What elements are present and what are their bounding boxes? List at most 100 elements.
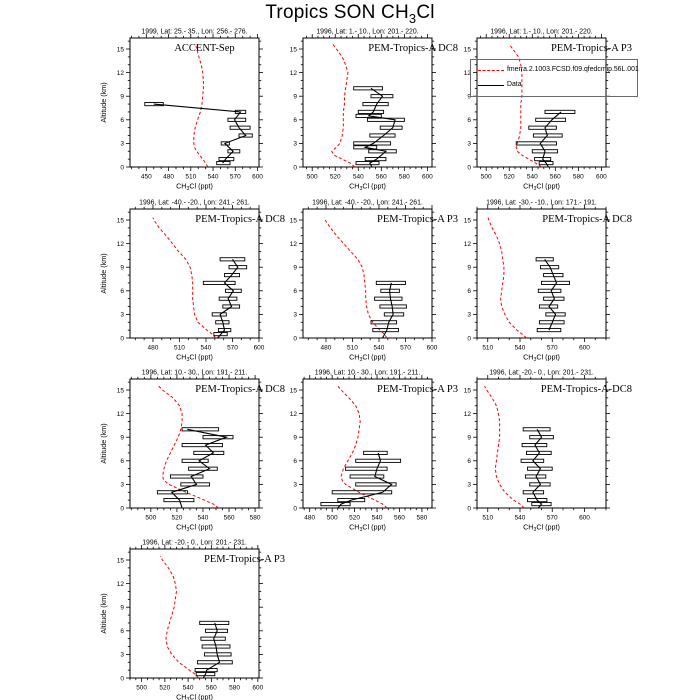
y-axis-label: Altitude (km) [99,253,108,293]
campaign-label: PEM-Tropics-A DC8 [195,384,285,395]
x-tick-label: 560 [206,685,217,692]
page-title-prefix: Tropics SON CH [265,2,409,23]
subplot-7: 500 520 540 560 580 0 3 6 9 12 15 1996, Lat: 10.- 3… [99,370,285,534]
campaign-label: PEM-Tropics-A DC8 [195,214,285,225]
y-tick-label: 9 [120,265,124,272]
y-tick-label: 12 [464,241,472,248]
x-tick-label: 600 [254,345,265,352]
error-bar [357,109,385,114]
subplot-4: 480 510 540 570 600 0 3 6 9 12 15 1996, Lat: -40.- … [99,200,285,364]
error-bar [199,620,230,625]
legend-item-data: Data [478,80,637,89]
error-bar [337,498,366,503]
error-bar [520,458,545,463]
error-bar [219,257,246,262]
subplot-3: 500 520 540 560 580 600 0 3 6 9 12 15 1996, Lat: 1.-… [464,29,632,193]
y-tick-label: 12 [464,411,472,418]
y-tick-label: 15 [290,46,298,53]
x-tick-label: 560 [224,515,235,522]
x-tick-label: 520 [159,685,170,692]
x-tick-label: 540 [201,345,212,352]
y-tick-label: 6 [120,628,124,635]
campaign-label: PEM-Tropics-A DC8 [368,43,458,54]
data-curve [363,87,396,168]
error-bar [515,141,557,146]
plot-frame [302,208,433,339]
error-bar [238,133,253,138]
panel-title: 1996, Lat: -20.- 0., Lon: 201.- 231. [142,540,247,547]
x-tick-label: 580 [229,685,240,692]
panel-title: 1996, Lat: -40.- -20., Lon: 241.- 261. [312,200,423,207]
y-tick-label: 15 [117,46,125,53]
x-tick-label: 480 [321,345,332,352]
x-axis-label: CH3Cl (ppt) [523,523,560,534]
error-bar [353,141,392,146]
error-bar [193,450,225,455]
legend-label-model: fmerra.2.1003.FCSD.f09.qfedcmip.56L.001 [507,66,639,74]
y-tick-label: 12 [290,241,298,248]
page-title-suffix: Cl [416,2,435,23]
panel-title: 1996, Lat: 10.- 30., Lon: 191.- 211. [142,370,248,377]
x-tick-label: 480 [163,174,174,181]
y-tick-label: 12 [464,70,472,77]
y-tick-label: 15 [464,217,472,224]
y-tick-label: 0 [120,335,124,342]
error-bar [522,427,551,432]
x-tick-label: 600 [579,515,590,522]
y-tick-label: 0 [120,164,124,171]
page-title-subscript: 3 [408,10,417,26]
plot-frame [129,548,260,679]
x-tick-label: 570 [230,174,241,181]
x-tick-label: 600 [252,685,263,692]
x-tick-label: 510 [347,345,358,352]
campaign-label: PEM-Tropics-A P3 [377,384,458,395]
error-bar [331,490,393,495]
y-tick-label: 6 [120,288,124,295]
y-tick-label: 12 [290,70,298,77]
x-tick-label: 500 [481,174,492,181]
model-curve [484,385,525,509]
y-tick-label: 6 [293,288,297,295]
x-tick-label: 580 [573,174,584,181]
error-bar [188,466,218,471]
data-curve [544,258,558,331]
data-curve [532,429,543,509]
y-tick-label: 9 [467,435,471,442]
y-tick-label: 3 [293,482,297,489]
y-tick-label: 6 [467,458,471,465]
error-bar [218,296,238,301]
x-tick-label: 500 [307,174,318,181]
panel-title: 1996, Lat: 1.- 10., Lon: 201.- 220. [490,29,592,36]
plot-frame [476,208,607,339]
error-bar [156,490,188,495]
legend-item-model: fmerra.2.1003.FCSD.f09.qfedcmip.56L.001 [478,66,639,74]
y-tick-label: 6 [120,458,124,465]
x-tick-label: 510 [185,174,196,181]
error-bar [349,474,385,479]
error-bar [363,450,388,455]
y-tick-label: 3 [120,482,124,489]
y-tick-label: 15 [290,217,298,224]
error-bar [163,498,195,503]
error-bar [355,458,402,463]
y-tick-label: 6 [467,117,471,124]
x-tick-label: 510 [482,345,493,352]
y-tick-label: 6 [467,288,471,295]
subplot-2: 500 520 540 560 580 600 0 3 6 9 12 15 1996, Lat: 1.-… [290,29,458,193]
error-bar [543,273,564,278]
error-bar [379,304,407,309]
error-bar [181,458,209,463]
x-tick-label: 570 [400,345,411,352]
x-tick-label: 480 [304,515,315,522]
x-axis-label: CH3Cl (ppt) [349,523,386,534]
error-bar [181,443,223,448]
y-tick-label: 15 [290,387,298,394]
x-tick-label: 580 [399,174,410,181]
error-bar [362,102,389,107]
subplot-9: 510 540 570 600 0 3 6 9 12 15 1996, Lat: -20.- 0.,… [464,370,632,534]
legend-label-data: Data [507,80,522,88]
error-bar [181,427,220,432]
error-bar [200,636,226,641]
error-bar [227,117,247,122]
y-tick-label: 9 [120,94,124,101]
